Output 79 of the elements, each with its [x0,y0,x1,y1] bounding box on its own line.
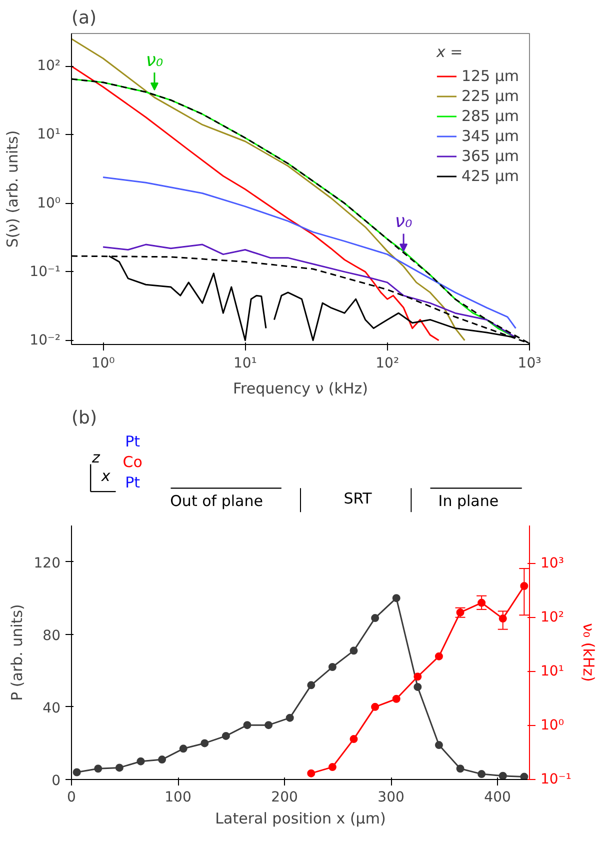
y-tick-label: 40 [42,700,61,716]
x-tick-label: 300 [378,790,404,806]
point [72,768,81,776]
y2-tick-label: 10⁰ [540,717,564,734]
y-tick-label: 10⁻¹ [30,264,61,280]
y-tick-label: 120 [34,555,61,572]
point [307,769,316,778]
text: z [90,448,101,466]
x-tick-label: 10³ [518,356,542,372]
y-tick-label: 10¹ [37,126,61,143]
point [520,582,528,590]
y2-tick-label: 10⁻¹ [540,772,572,788]
point [328,763,336,772]
y-axis-title: P (arb. units) [8,604,26,701]
text: Co [122,453,142,472]
point [520,772,528,780]
point [434,652,443,660]
text: Pt [125,432,140,451]
y-tick-label: 10⁻² [30,332,61,348]
point [478,770,486,778]
text: In plane [438,492,499,510]
legend-label: 125 μm [461,67,519,85]
y-tick-label: 10² [37,58,61,74]
point [371,614,380,622]
y-tick-label: 0 [52,773,61,789]
x-axis-title: Frequency ν (kHz) [233,380,368,398]
legend-label: 345 μm [461,127,519,145]
point [350,735,358,744]
legend-label: 285 μm [461,107,519,125]
point [350,646,358,655]
x-tick-label: 0 [67,790,76,806]
annotation: ν₀ [394,211,412,232]
point [243,721,252,730]
point [200,739,209,748]
text: SRT [344,489,373,508]
x-tick-label: 200 [271,790,298,806]
y2-tick-label: 10² [540,609,564,626]
y2-tick-label: 10³ [540,555,564,572]
point [158,756,166,764]
y-tick-label: 10⁰ [37,195,61,212]
point [94,764,102,773]
point [115,764,124,772]
text: Out of plane [170,492,263,510]
x-tick-label: 400 [484,790,511,806]
x-tick-label: 10¹ [233,356,257,372]
point [498,614,507,623]
point [392,694,400,703]
point [179,744,188,753]
point [286,714,294,722]
point [392,594,400,602]
point [136,757,145,766]
text: x [100,466,110,485]
point [371,702,380,711]
point [414,672,422,681]
y2-tick-label: 10¹ [540,663,564,680]
legend-label: 365 μm [461,147,519,165]
text: (b) [72,408,97,428]
text: Pt [125,474,140,492]
point [478,598,486,607]
point [456,764,464,773]
x-tick-label: 10⁰ [91,356,116,372]
point [434,741,443,750]
point [222,732,230,740]
y2-axis-title: ν₀ (kHz) [579,623,598,682]
point [414,682,422,691]
y-axis-title: S(ν) (arb. units) [4,130,22,248]
legend-label: 425 μm [461,167,519,185]
x-tick-label: 10² [376,356,400,372]
point [498,772,507,780]
point [264,721,273,730]
annotation: ν₀ [146,50,164,71]
legend-title: x = [436,43,464,61]
x-axis-title: Lateral position x (μm) [215,810,386,828]
legend-label: 225 μm [461,87,519,105]
chart-title: (a) [72,8,97,28]
y-tick-label: 80 [42,628,61,644]
x-tick-label: 100 [164,790,192,806]
point [307,681,316,690]
point [328,663,336,672]
